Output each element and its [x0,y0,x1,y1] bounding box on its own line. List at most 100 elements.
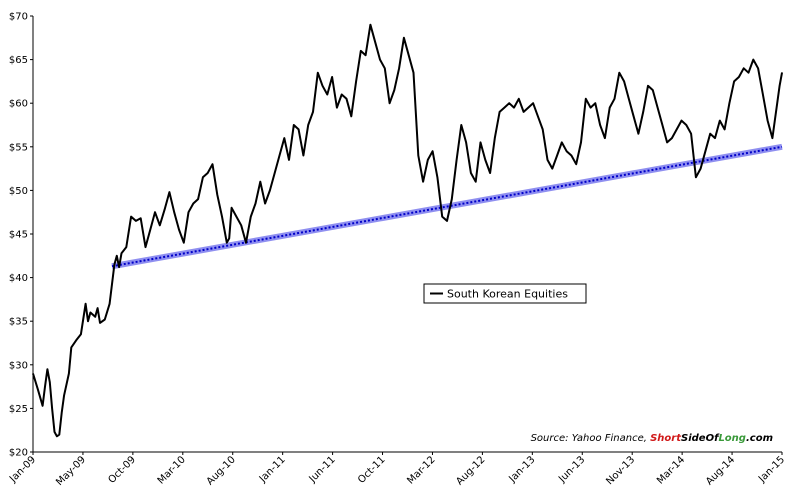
data-point [781,72,783,74]
data-point [537,115,539,117]
data-point [116,255,118,257]
data-point [202,176,204,178]
data-point [709,133,711,135]
data-point [747,72,750,74]
data-point [680,120,683,122]
data-point [274,172,276,174]
data-point [700,168,702,170]
data-point [298,128,300,130]
data-point [68,372,70,375]
data-point [231,207,233,209]
data-point [250,216,252,218]
data-point [432,150,434,152]
y-tick-label: $50 [9,186,28,197]
data-point [422,181,424,183]
data-point [235,216,237,218]
data-point [561,141,563,143]
data-point [441,216,443,218]
brand-long: Long [718,433,746,444]
data-point [321,85,324,87]
data-point [51,407,53,409]
data-point [173,211,175,213]
data-point [446,220,448,222]
data-point [58,434,60,436]
data-point [207,172,209,174]
data-point [527,107,529,109]
data-point [70,346,72,348]
data-point [312,111,314,113]
data-point [104,318,106,321]
data-point [546,159,549,161]
y-tick-label: $70 [9,12,28,23]
data-point [254,202,257,205]
data-point [599,124,601,126]
data-point [331,76,333,78]
data-point [398,67,400,69]
data-point [752,59,754,61]
data-point [341,93,343,96]
y-tick-label: $45 [9,230,28,241]
data-point [685,124,687,126]
data-point [580,141,582,143]
y-tick-label: $30 [9,360,28,371]
data-point [120,252,123,254]
data-point [389,102,391,104]
data-point [317,72,319,74]
data-point [417,154,419,157]
data-point [633,115,635,117]
data-point [503,107,505,109]
data-point [350,115,352,117]
data-point [743,67,745,69]
data-point [695,176,697,178]
data-point [427,159,429,161]
data-point [518,98,520,100]
data-point [479,141,482,143]
source-note: Source: Yahoo Finance, ShortSideOfLong.c… [531,433,773,444]
data-point [42,405,44,407]
legend-box [423,283,587,304]
data-point [513,107,515,109]
data-point [508,102,510,104]
data-point [44,386,46,388]
data-point [585,98,587,100]
data-point [211,163,214,165]
data-point [412,72,415,74]
y-tick-label: $60 [9,99,28,110]
series-line [32,23,783,438]
data-point [293,124,295,126]
data-point [542,128,544,130]
data-point [99,322,101,324]
legend-label: South Korean Equities [447,288,568,301]
data-point [226,242,228,244]
y-tick-label: $35 [9,317,28,328]
data-point [762,93,764,96]
data-point [738,76,740,78]
data-point [360,50,362,52]
data-point [192,202,194,205]
data-point [776,102,778,104]
data-point [32,372,34,375]
data-point [484,159,486,161]
data-point [259,181,261,183]
brand-suffix: .com [746,433,773,444]
data-point [779,85,781,87]
data-point [594,102,596,104]
data-point [489,172,491,174]
data-point [403,37,405,39]
data-point [393,89,395,91]
data-point [523,111,525,113]
data-point [355,80,357,82]
data-point [456,159,458,161]
data-point [652,89,654,91]
data-point [618,72,620,74]
data-point [85,303,87,305]
data-point [63,394,65,396]
data-point [436,176,438,178]
data-point [240,224,242,226]
data-point [168,191,170,193]
data-point [216,194,218,196]
data-point [283,137,285,139]
data-point [757,67,759,69]
y-axis: $20 $25 $30 $35 $40 $45 $50 $55 $60 $65 $70 [9,12,34,459]
data-point [140,217,142,219]
